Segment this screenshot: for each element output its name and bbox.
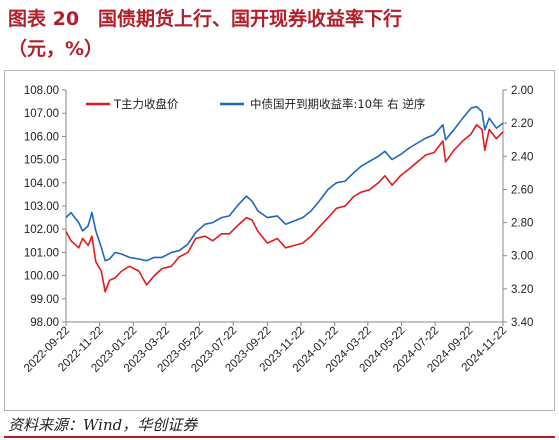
left-tick-label: 103.00 <box>24 201 59 213</box>
chart-axes: 98.00 99.00 100.00 101.00 102.00 103.00 104.00… <box>22 85 533 375</box>
footer-rule <box>4 436 555 438</box>
figure-title-unit: （元，%） <box>8 38 104 60</box>
chart-legend: T主力收盘价 中债国开到期收益率:10年 右 逆序 <box>86 97 425 111</box>
left-tick-label: 105.00 <box>24 155 59 167</box>
right-tick-label: 2.40 <box>511 151 533 163</box>
right-tick-label: 2.60 <box>511 184 533 196</box>
figure-title-line1: 图表 20 国债期货上行、国开现券收益率下行 <box>8 8 403 30</box>
left-tick-label: 106.00 <box>24 131 59 143</box>
legend-label: 中债国开到期收益率:10年 右 逆序 <box>250 97 425 111</box>
chart-series <box>65 105 504 293</box>
left-tick-label: 108.00 <box>24 85 59 97</box>
right-tick-label: 2.80 <box>511 218 533 230</box>
series-line-cdb-yield <box>65 105 504 262</box>
figure-title: 图表 20 国债期货上行、国开现券收益率下行 （元，%） <box>8 4 553 64</box>
left-tick-label: 101.00 <box>24 247 59 259</box>
right-tick-label: 3.40 <box>511 317 533 329</box>
left-tick-label: 104.00 <box>24 178 59 190</box>
left-tick-label: 98.00 <box>30 317 59 329</box>
series-line-t-close <box>65 124 504 293</box>
right-tick-label: 3.00 <box>511 251 533 263</box>
right-tick-label: 2.00 <box>511 85 533 97</box>
left-tick-label: 100.00 <box>24 271 59 283</box>
left-tick-label: 99.00 <box>30 294 59 306</box>
right-tick-label: 2.20 <box>511 118 533 130</box>
chart-frame <box>4 70 555 411</box>
legend-label: T主力收盘价 <box>113 97 179 111</box>
source-note: 资料来源：Wind，华创证券 <box>8 416 198 434</box>
left-tick-label: 107.00 <box>24 108 59 120</box>
right-tick-label: 3.20 <box>511 284 533 296</box>
left-tick-label: 102.00 <box>24 224 59 236</box>
